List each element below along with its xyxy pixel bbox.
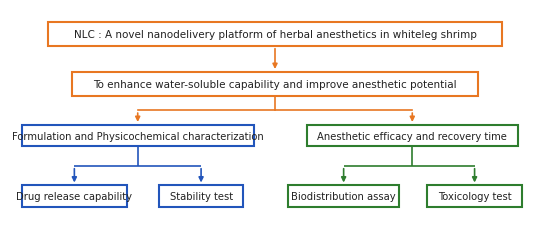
Text: To enhance water-soluble capability and improve anesthetic potential: To enhance water-soluble capability and … bbox=[93, 79, 457, 89]
FancyBboxPatch shape bbox=[159, 185, 243, 207]
FancyBboxPatch shape bbox=[427, 185, 522, 207]
Text: Stability test: Stability test bbox=[169, 191, 233, 201]
FancyBboxPatch shape bbox=[21, 185, 127, 207]
FancyBboxPatch shape bbox=[48, 23, 502, 47]
FancyBboxPatch shape bbox=[288, 185, 399, 207]
FancyBboxPatch shape bbox=[72, 73, 478, 96]
FancyBboxPatch shape bbox=[21, 125, 254, 147]
Text: NLC : A novel nanodelivery platform of herbal anesthetics in whiteleg shrimp: NLC : A novel nanodelivery platform of h… bbox=[74, 30, 476, 40]
Text: Biodistribution assay: Biodistribution assay bbox=[292, 191, 396, 201]
Text: Formulation and Physicochemical characterization: Formulation and Physicochemical characte… bbox=[12, 131, 263, 141]
Text: Drug release capability: Drug release capability bbox=[16, 191, 133, 201]
Text: Anesthetic efficacy and recovery time: Anesthetic efficacy and recovery time bbox=[317, 131, 507, 141]
FancyBboxPatch shape bbox=[307, 125, 518, 147]
Text: Toxicology test: Toxicology test bbox=[438, 191, 512, 201]
